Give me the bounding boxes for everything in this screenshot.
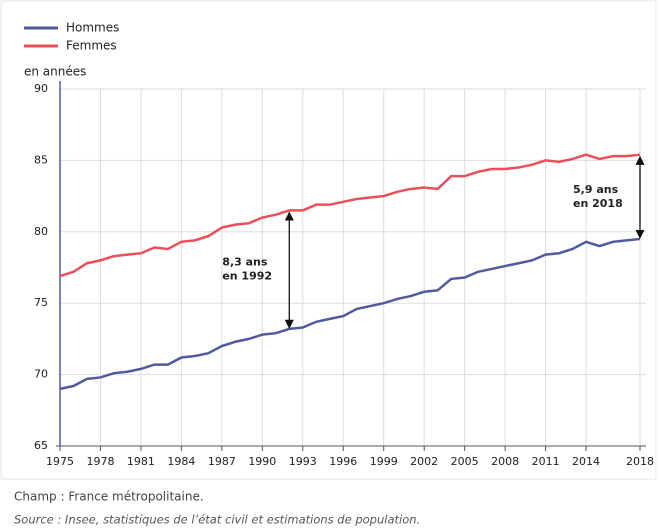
- x-tick-label: 1993: [289, 455, 317, 468]
- annotation-text: en 2018: [573, 197, 623, 210]
- line-series: [59, 153, 641, 278]
- x-tick-label: 2002: [410, 455, 438, 468]
- y-axis-label: en années: [24, 65, 86, 79]
- chart-frame: [0, 0, 657, 480]
- annotation-text: 8,3 ans: [222, 256, 268, 269]
- x-tick-label: 1999: [370, 455, 398, 468]
- x-tick-label: 1987: [208, 455, 236, 468]
- y-tick-label: 90: [34, 82, 48, 95]
- x-tick-label: 2018: [626, 455, 654, 468]
- x-tick-label: 1978: [86, 455, 114, 468]
- x-tick-label: 1981: [127, 455, 155, 468]
- x-tick-label: 2014: [572, 455, 600, 468]
- legend-label: Femmes: [66, 39, 117, 53]
- x-tick-label: 1996: [329, 455, 357, 468]
- y-tick-label: 70: [34, 368, 48, 381]
- legend-label: Hommes: [66, 21, 119, 35]
- x-tick-label: 2005: [451, 455, 479, 468]
- x-tick-label: 1984: [167, 455, 195, 468]
- x-tick-label: 1975: [46, 455, 74, 468]
- x-tick-label: 2011: [532, 455, 560, 468]
- annotation-text: en 1992: [222, 270, 272, 283]
- footer-source: Source : Insee, statistiques de l’état c…: [14, 513, 420, 527]
- line-series: [59, 237, 641, 391]
- y-tick-label: 65: [34, 439, 48, 452]
- y-tick-label: 85: [34, 153, 48, 166]
- footer-field: Champ : France métropolitaine.: [14, 490, 204, 504]
- x-tick-label: 1990: [248, 455, 276, 468]
- x-tick-label: 2008: [491, 455, 519, 468]
- y-tick-label: 75: [34, 296, 48, 309]
- annotation-text: 5,9 ans: [573, 183, 619, 196]
- y-tick-label: 80: [34, 225, 48, 238]
